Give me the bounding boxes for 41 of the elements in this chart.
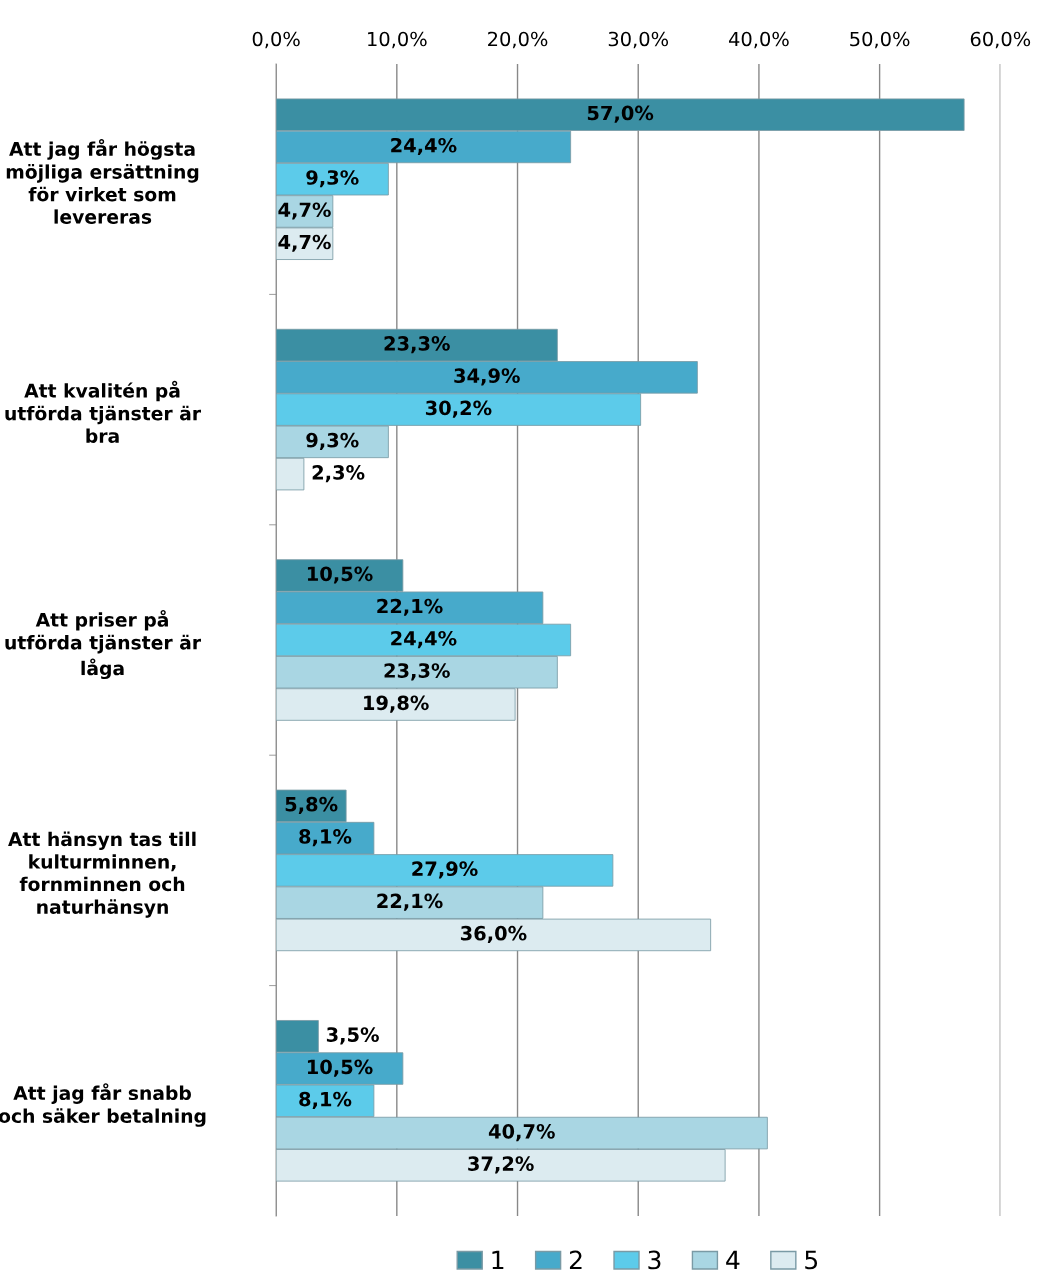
x-tick-label: 30,0% [608,31,669,49]
data-label: 10,5% [307,566,373,584]
legend-label: 5 [805,1250,818,1270]
data-label: 57,0% [587,105,654,123]
data-label: 24,4% [391,137,457,156]
data-label: 34,9% [454,368,520,386]
data-label: 30,2% [425,400,492,418]
data-label: 23,3% [384,336,450,354]
data-label: 2,3% [312,465,365,483]
y-tick-label: Att kvalitén på utförda tjänster är bra [5,380,202,443]
data-label: 10,5% [307,1059,373,1077]
y-tick-label: Att priser på utförda tjänster är låga [5,609,202,680]
data-label: 40,7% [488,1123,555,1142]
y-tick-label: Att jag får högsta möjliga ersättning för virket som levereras [6,139,199,224]
y-tick-label: Att hänsyn tas till kulturminnen, fornminnen och naturhänsyn [8,831,196,918]
data-label: 3,5% [326,1027,379,1045]
legend-label: 3 [648,1250,661,1270]
data-label: 24,4% [391,630,457,649]
data-label: 37,2% [468,1156,534,1174]
x-tick-label: 10,0% [368,31,427,49]
data-label: 19,8% [364,695,429,713]
x-tick-label: 0,0% [252,31,300,49]
x-tick-label: 50,0% [850,31,910,49]
data-label: 36,0% [460,925,527,944]
data-label: 5,8% [285,796,338,815]
data-label: 4,7% [278,202,331,220]
x-tick-label: 60,0% [970,31,1031,49]
data-label: 22,1% [377,893,443,911]
x-tick-label: 40,0% [728,31,789,49]
data-label: 9,3% [306,170,359,188]
legend-label: 1 [492,1250,504,1270]
data-label: 4,7% [278,234,331,252]
data-label: 23,3% [384,663,450,681]
x-tick-label: 20,0% [488,31,548,49]
data-label: 8,1% [299,1091,352,1109]
data-label: 27,9% [412,861,478,879]
legend-label: 4 [726,1250,740,1270]
data-label: 22,1% [377,598,443,616]
data-label: 8,1% [299,829,352,847]
data-label: 9,3% [306,432,359,450]
legend-label: 2 [569,1250,582,1270]
